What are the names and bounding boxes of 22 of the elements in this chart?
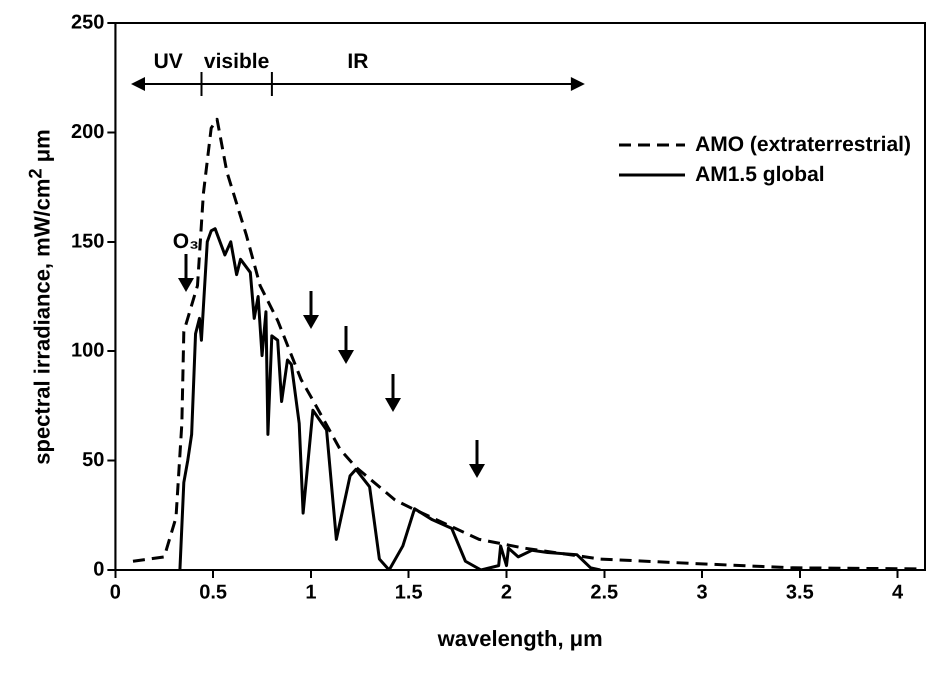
y-tick-label: 50: [82, 449, 104, 472]
legend-label: AM1.5 global: [695, 163, 825, 187]
annotation: UV: [154, 50, 183, 74]
annotation: IR: [347, 50, 368, 74]
annotation: visible: [204, 50, 270, 74]
x-tick-label: 0.5: [199, 582, 228, 604]
x-tick-label: 4: [892, 582, 904, 604]
x-tick-label: 1.5: [394, 582, 423, 604]
y-tick-label: 150: [70, 230, 104, 252]
legend-label: AMO (extraterrestrial): [695, 133, 911, 157]
y-tick-label: 100: [70, 340, 104, 362]
annotation: O₃: [172, 230, 199, 254]
x-axis-title: wavelength, μm: [436, 626, 604, 652]
x-tick-label: 0: [110, 582, 121, 604]
y-tick-label: 250: [70, 12, 104, 34]
x-tick-label: 2.5: [590, 582, 618, 604]
x-tick-label: 3.5: [786, 582, 814, 604]
x-tick-label: 3: [696, 582, 708, 604]
x-tick-label: 1: [305, 582, 316, 604]
y-tick-label: 200: [70, 120, 104, 143]
x-tick-label: 2: [500, 582, 512, 604]
y-tick-label: 0: [93, 558, 104, 581]
